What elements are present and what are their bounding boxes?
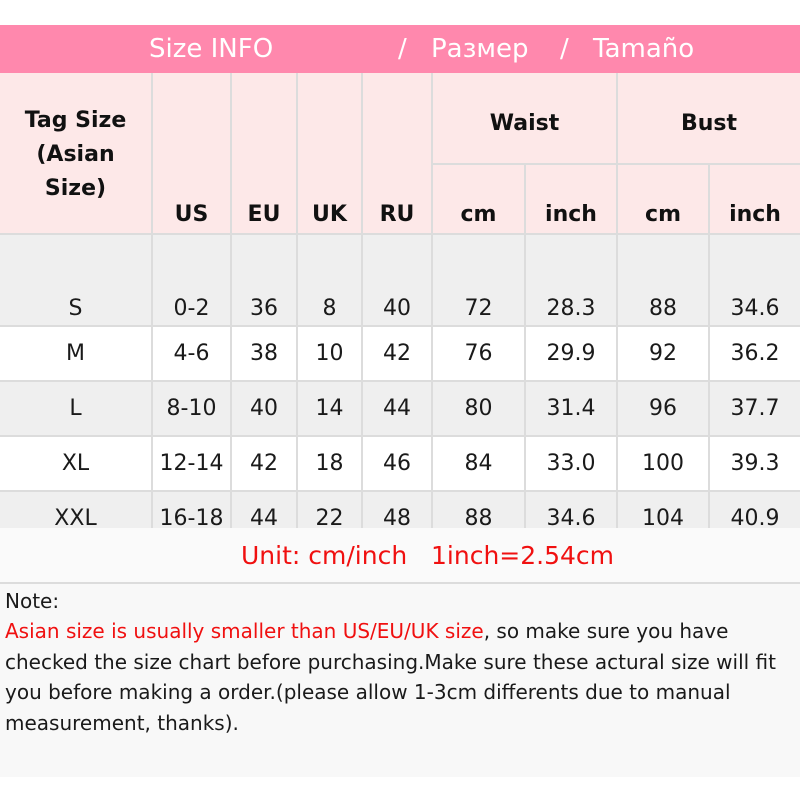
cell-waist-inch: 29.9 [523, 325, 619, 382]
header-ru: RU [361, 73, 433, 235]
cell-ru: 42 [361, 325, 433, 382]
note-label: Note: [5, 589, 60, 613]
header-waist-inch: inch [523, 163, 619, 235]
title-ru: Размер [431, 34, 529, 64]
cell-tag-size: L [0, 380, 153, 437]
cell-waist-inch: 33.0 [523, 435, 619, 492]
cell-uk: 8 [296, 233, 363, 327]
header-us: US [151, 73, 232, 235]
header-uk: UK [296, 73, 363, 235]
title-banner: Size INFO / Размер / Tamaño [0, 25, 800, 73]
cell-eu: 40 [230, 380, 298, 437]
cell-ru: 40 [361, 233, 433, 327]
cell-bust-cm: 92 [616, 325, 711, 382]
cell-us: 4-6 [151, 325, 232, 382]
header-waist-cm: cm [432, 163, 526, 235]
cell-waist-inch: 31.4 [523, 380, 619, 437]
unit-note: Unit: cm/inch 1inch=2.54cm [0, 528, 800, 584]
table-row: S 0-2 36 8 40 72 28.3 88 34.6 [0, 233, 800, 327]
title-en: Size INFO [149, 34, 274, 64]
header-waist: Waist [430, 73, 619, 165]
cell-uk: 14 [296, 380, 363, 437]
cell-bust-inch: 37.7 [708, 380, 800, 437]
header-bust-cm: cm [616, 163, 711, 235]
table-row: L 8-10 40 14 44 80 31.4 96 37.7 [0, 380, 800, 437]
header-tag-size: Tag Size (Asian Size) [0, 73, 153, 235]
cell-us: 8-10 [151, 380, 232, 437]
table-row: XL 12-14 42 18 46 84 33.0 100 39.3 [0, 435, 800, 492]
title-separator: / [560, 34, 569, 64]
cell-bust-inch: 39.3 [708, 435, 800, 492]
cell-waist-inch: 28.3 [523, 233, 619, 327]
cell-eu: 38 [230, 325, 298, 382]
cell-eu: 42 [230, 435, 298, 492]
size-table: Tag Size (Asian Size) US EU UK RU Waist … [0, 73, 800, 547]
cell-eu: 36 [230, 233, 298, 327]
cell-tag-size: S [0, 233, 153, 327]
unit-text: Unit: cm/inch 1inch=2.54cm [241, 541, 614, 570]
cell-waist-cm: 84 [431, 435, 526, 492]
cell-waist-cm: 80 [431, 380, 526, 437]
cell-waist-cm: 76 [431, 325, 526, 382]
cell-uk: 18 [296, 435, 363, 492]
note-text: Asian size is usually smaller than US/EU… [5, 616, 795, 738]
cell-tag-size: M [0, 325, 153, 382]
table-row: M 4-6 38 10 42 76 29.9 92 36.2 [0, 325, 800, 382]
cell-bust-cm: 96 [616, 380, 711, 437]
cell-bust-inch: 36.2 [708, 325, 800, 382]
cell-tag-size: XXL [0, 490, 153, 547]
cell-uk: 10 [296, 325, 363, 382]
note-warning: Asian size is usually smaller than US/EU… [5, 619, 484, 643]
cell-bust-cm: 100 [616, 435, 711, 492]
cell-ru: 44 [361, 380, 433, 437]
cell-ru: 46 [361, 435, 433, 492]
header-eu: EU [230, 73, 298, 235]
title-es: Tamaño [593, 34, 695, 64]
cell-bust-inch: 34.6 [708, 233, 800, 327]
cell-waist-cm: 72 [431, 233, 526, 327]
note-body: , so make sure you have checked the size… [5, 619, 776, 735]
cell-tag-size: XL [0, 435, 153, 492]
title-separator: / [398, 34, 407, 64]
cell-us: 12-14 [151, 435, 232, 492]
header-bust-inch: inch [708, 163, 800, 235]
cell-bust-cm: 88 [616, 233, 711, 327]
note-section: Note: Asian size is usually smaller than… [0, 584, 800, 777]
header-bust: Bust [616, 73, 800, 165]
cell-us: 0-2 [151, 233, 232, 327]
